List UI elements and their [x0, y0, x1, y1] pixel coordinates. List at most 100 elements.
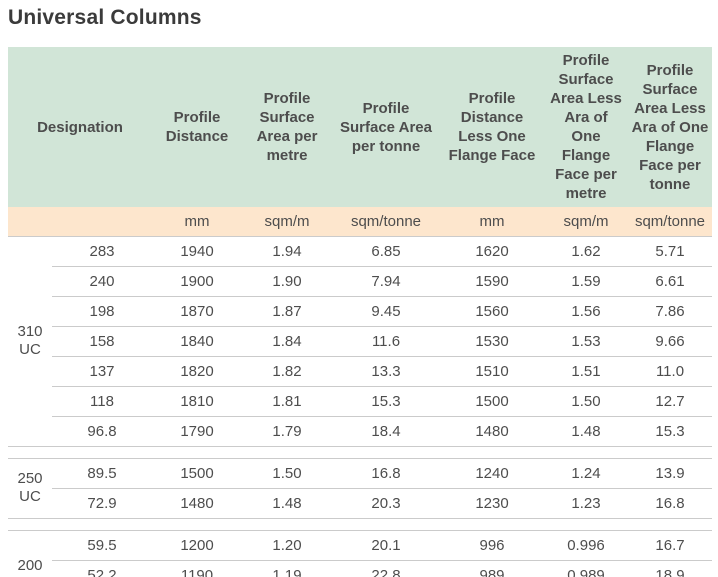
data-cell: 72.9 [52, 488, 152, 519]
data-cell: 5.71 [628, 235, 712, 267]
data-cell: 1.59 [544, 266, 628, 297]
data-cell: 89.5 [52, 457, 152, 489]
data-cell: 18.9 [628, 560, 712, 577]
data-cell: 12.7 [628, 386, 712, 417]
table-row: 96.8 1790 1.79 18.4 1480 1.48 15.3 [8, 416, 712, 447]
data-cell: 6.61 [628, 266, 712, 297]
data-cell: 1530 [440, 326, 544, 357]
data-cell: 1500 [440, 386, 544, 417]
data-cell: 20.3 [332, 488, 440, 519]
table-row: 310 UC 283 1940 1.94 6.85 1620 1.62 5.71 [8, 235, 712, 447]
data-cell: 16.8 [628, 488, 712, 519]
group-spacer-cell [8, 446, 712, 458]
data-cell: 1940 [152, 235, 242, 267]
data-cell: 198 [52, 296, 152, 327]
data-cell: 16.7 [628, 529, 712, 561]
data-cell: 1.87 [242, 296, 332, 327]
data-cell: 20.1 [332, 529, 440, 561]
data-cell: 1590 [440, 266, 544, 297]
column-header: Profile Surface Area Less Ara of One Fla… [544, 47, 628, 207]
data-cell: 1840 [152, 326, 242, 357]
data-cell: 0.989 [544, 560, 628, 577]
column-header: Profile Surface Area Less Ara of One Fla… [628, 47, 712, 207]
data-cell: 7.94 [332, 266, 440, 297]
data-cell: 1560 [440, 296, 544, 327]
unit-cell: sqm/m [544, 207, 628, 237]
group-label-cell: 200 UC [8, 529, 52, 577]
table-row: 240 1900 1.90 7.94 1590 1.59 6.61 [8, 266, 712, 297]
data-cell: 1.23 [544, 488, 628, 519]
group-label-cell: 250 UC [8, 457, 52, 519]
data-cell: 1870 [152, 296, 242, 327]
table-row: 52.2 1190 1.19 22.8 989 0.989 18.9 [8, 560, 712, 577]
column-header: Profile Surface Area per metre [242, 47, 332, 207]
data-cell: 9.66 [628, 326, 712, 357]
data-cell: 96.8 [52, 416, 152, 447]
data-cell: 1510 [440, 356, 544, 387]
data-cell: 1.24 [544, 457, 628, 489]
data-cell: 15.3 [332, 386, 440, 417]
data-cell: 16.8 [332, 457, 440, 489]
unit-cell: sqm/tonne [628, 207, 712, 237]
universal-columns-table: Designation Profile Distance Profile Surfa… [8, 47, 712, 577]
column-header: Profile Surface Area per tonne [332, 47, 440, 207]
table-row: 198 1870 1.87 9.45 1560 1.56 7.86 [8, 296, 712, 327]
data-cell: 1480 [152, 488, 242, 519]
data-cell: 1.48 [242, 488, 332, 519]
data-cell: 118 [52, 386, 152, 417]
data-cell: 1230 [440, 488, 544, 519]
data-cell: 1.94 [242, 235, 332, 267]
table-row: 72.9 1480 1.48 20.3 1230 1.23 16.8 [8, 488, 712, 519]
data-cell: 7.86 [628, 296, 712, 327]
data-cell: 18.4 [332, 416, 440, 447]
group-label-cell: 310 UC [8, 235, 52, 447]
table-body: 310 UC 283 1940 1.94 6.85 1620 1.62 5.71 240 1900… [8, 235, 712, 577]
data-cell: 9.45 [332, 296, 440, 327]
unit-cell: mm [152, 207, 242, 237]
column-header: Profile Distance [152, 47, 242, 207]
data-cell: 13.3 [332, 356, 440, 387]
header-row: Designation Profile Distance Profile Surfa… [8, 47, 712, 207]
data-cell: 1.79 [242, 416, 332, 447]
data-cell: 1.20 [242, 529, 332, 561]
data-cell: 1.62 [544, 235, 628, 267]
data-cell: 1.56 [544, 296, 628, 327]
table-row: 137 1820 1.82 13.3 1510 1.51 11.0 [8, 356, 712, 387]
data-cell: 11.6 [332, 326, 440, 357]
data-cell: 59.5 [52, 529, 152, 561]
data-cell: 6.85 [332, 235, 440, 267]
unit-cell: mm [440, 207, 544, 237]
data-cell: 1240 [440, 457, 544, 489]
data-cell: 1.19 [242, 560, 332, 577]
data-cell: 158 [52, 326, 152, 357]
data-cell: 240 [52, 266, 152, 297]
data-cell: 1480 [440, 416, 544, 447]
data-cell: 1.81 [242, 386, 332, 417]
group-spacer-row [8, 518, 712, 530]
data-cell: 1820 [152, 356, 242, 387]
unit-cell: sqm/tonne [332, 207, 440, 237]
data-cell: 15.3 [628, 416, 712, 447]
table-row: 250 UC 89.5 1500 1.50 16.8 1240 1.24 13.9 [8, 457, 712, 519]
data-cell: 1620 [440, 235, 544, 267]
data-cell: 137 [52, 356, 152, 387]
data-cell: 1.90 [242, 266, 332, 297]
data-cell: 1.82 [242, 356, 332, 387]
table-row: 158 1840 1.84 11.6 1530 1.53 9.66 [8, 326, 712, 357]
table-header: Designation Profile Distance Profile Surfa… [8, 47, 712, 237]
data-cell: 11.0 [628, 356, 712, 387]
unit-cell [8, 207, 152, 237]
column-header: Profile Distance Less One Flange Face [440, 47, 544, 207]
data-cell: 1190 [152, 560, 242, 577]
data-cell: 0.996 [544, 529, 628, 561]
data-cell: 1.48 [544, 416, 628, 447]
data-cell: 1.53 [544, 326, 628, 357]
data-cell: 1.84 [242, 326, 332, 357]
data-cell: 52.2 [52, 560, 152, 577]
data-cell: 13.9 [628, 457, 712, 489]
column-header: Designation [8, 47, 152, 207]
data-cell: 1790 [152, 416, 242, 447]
